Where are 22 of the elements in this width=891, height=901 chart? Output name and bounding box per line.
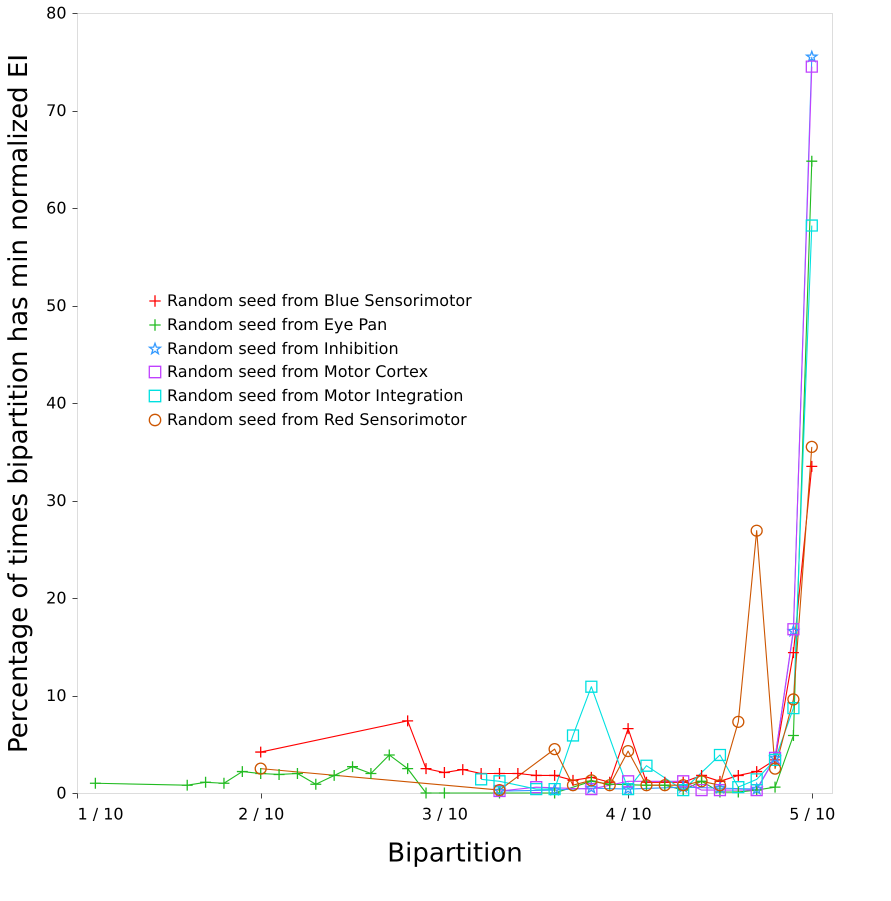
legend-label: Random seed from Eye Pan bbox=[167, 315, 388, 334]
y-tick-label: 70 bbox=[46, 101, 66, 120]
x-tick-label: 4 / 10 bbox=[606, 804, 652, 824]
legend-label: Random seed from Motor Integration bbox=[167, 386, 464, 405]
y-tick-label: 30 bbox=[46, 491, 66, 510]
legend-label: Random seed from Red Sensorimotor bbox=[167, 410, 468, 429]
y-tick-label: 0 bbox=[56, 784, 66, 802]
y-tick-label: 50 bbox=[46, 296, 66, 315]
y-tick-label: 40 bbox=[46, 394, 66, 412]
legend-label: Random seed from Blue Sensorimotor bbox=[167, 291, 472, 310]
y-tick-label: 60 bbox=[46, 198, 66, 218]
y-tick-label: 10 bbox=[46, 686, 66, 705]
x-tick-label: 1 / 10 bbox=[78, 804, 124, 824]
legend-label: Random seed from Motor Cortex bbox=[167, 362, 428, 381]
x-tick-label: 2 / 10 bbox=[238, 804, 284, 824]
x-tick-label: 3 / 10 bbox=[422, 804, 468, 824]
y-tick-label: 20 bbox=[46, 588, 66, 608]
legend-label: Random seed from Inhibition bbox=[167, 339, 399, 358]
x-axis-title: Bipartition bbox=[387, 838, 523, 868]
y-tick-label: 80 bbox=[46, 4, 66, 22]
x-tick-label: 5 / 10 bbox=[789, 804, 836, 824]
y-axis-title: Percentage of times bipartition has min normalized EI bbox=[4, 54, 34, 754]
